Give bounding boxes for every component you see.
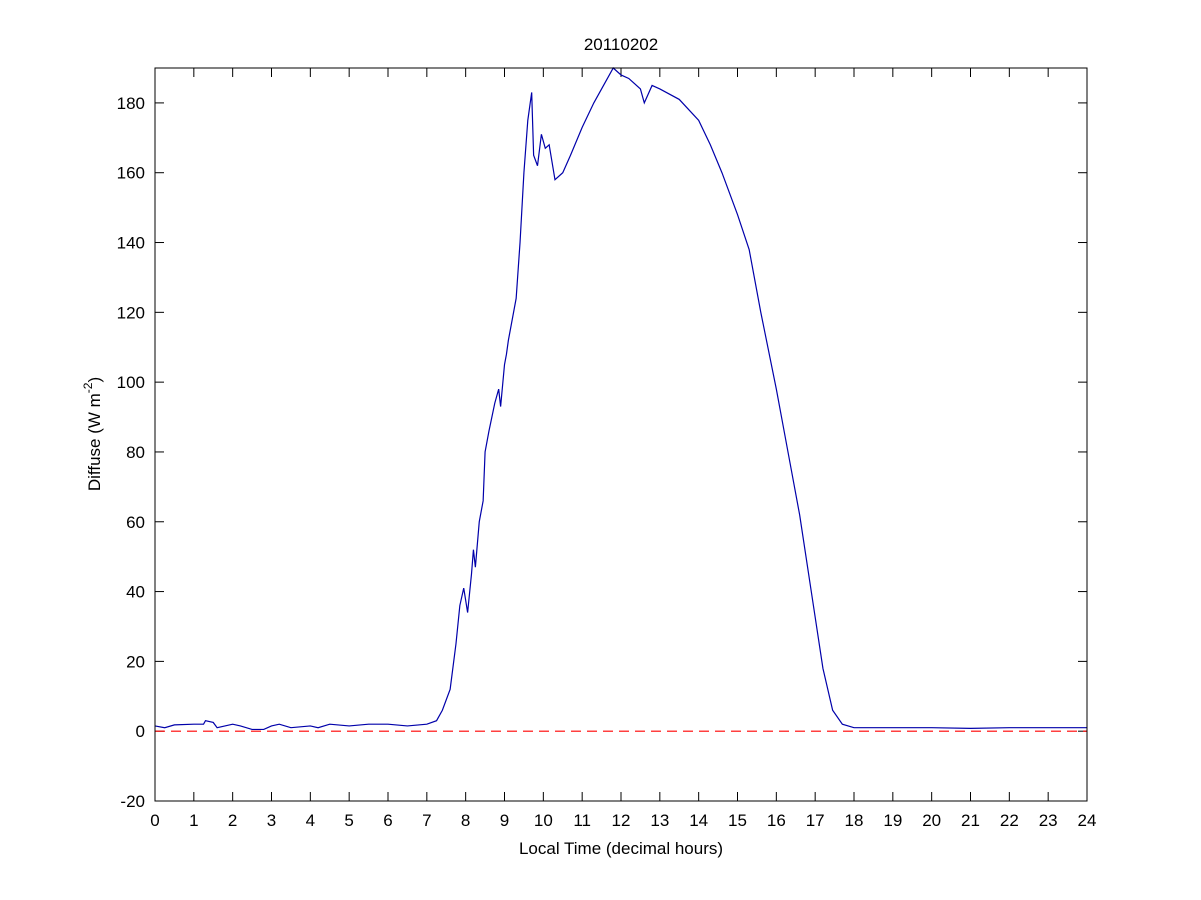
series-line [154,67,1087,731]
y-tick-label: 80 [126,443,145,462]
x-tick-label: 11 [573,811,591,830]
x-tick-label: 10 [534,811,553,830]
x-tick-label: 16 [767,811,786,830]
x-tick-label: 12 [612,811,631,830]
x-tick-label: 1 [189,811,198,830]
x-tick-label: 4 [306,811,315,830]
y-tick-label: 180 [117,94,145,113]
x-tick-label: 22 [1000,811,1019,830]
y-tick-label: 20 [126,652,145,671]
x-tick-label: 13 [650,811,669,830]
y-tick-label: 60 [126,513,145,532]
x-tick-label: 7 [422,811,431,830]
chart-title: 20110202 [584,35,658,54]
x-tick-label: 14 [689,811,708,830]
plot-frame [154,67,1088,802]
y-tick-label: 100 [117,373,145,392]
x-tick-label: 17 [806,811,825,830]
y-tick-label: 0 [136,722,145,741]
x-tick-label: 8 [461,811,470,830]
x-tick-label: 15 [728,811,747,830]
x-tick-label: 19 [883,811,902,830]
x-tick-label: 20 [922,811,941,830]
x-tick-label: 18 [845,811,864,830]
y-tick-label: 160 [117,164,145,183]
x-tick-label: 9 [500,811,509,830]
y-axis-label: Diffuse (W m-2) [81,377,104,491]
x-tick-label: 6 [383,811,392,830]
y-tick-label: -20 [120,792,145,811]
x-tick-label: 21 [961,811,980,830]
x-tick-label: 23 [1039,811,1058,830]
x-tick-label: 5 [344,811,353,830]
x-tick-label: 3 [267,811,276,830]
x-tick-label: 0 [150,811,159,830]
x-tick-label: 2 [228,811,237,830]
x-tick-label: 24 [1078,811,1097,830]
x-axis-label: Local Time (decimal hours) [519,839,723,858]
y-tick-label: 120 [117,303,145,322]
y-tick-label: 40 [126,583,145,602]
y-tick-label: 140 [117,234,145,253]
